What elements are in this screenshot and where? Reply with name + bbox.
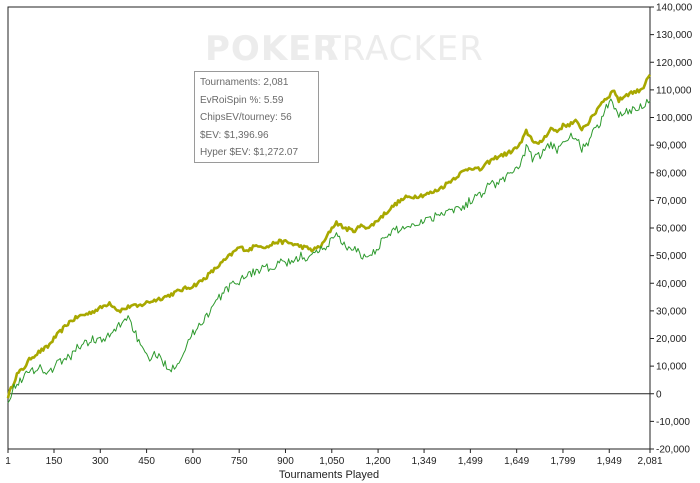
y-tick-label: 70,000: [656, 196, 687, 207]
stat-sev: $EV: $1,396.96: [200, 129, 269, 141]
x-tick-label: 1,499: [458, 456, 483, 467]
x-tick-label: 750: [231, 456, 248, 467]
series-line-ev: [6, 73, 652, 399]
x-tick-label: 1,200: [366, 456, 391, 467]
stats-tooltip: Tournaments: 2,081 EvRoiSpin %: 5.59 Chi…: [194, 71, 319, 163]
x-tick-label: 1,649: [504, 456, 529, 467]
y-tick-label: 110,000: [656, 85, 692, 96]
stat-chipsev: ChipsEV/tourney: 56: [200, 112, 292, 123]
x-tick-label: 150: [46, 456, 63, 467]
x-tick-label: 2,081: [637, 456, 662, 467]
x-tick-label: 1,349: [412, 456, 437, 467]
stat-hyper-sev: Hyper $EV: $1,272.07: [200, 147, 299, 158]
y-tick-label: -20,000: [656, 445, 690, 456]
series-line-actual: [7, 98, 651, 404]
watermark-brand-left: POKER: [205, 29, 340, 69]
y-tick-label: 0: [656, 389, 662, 400]
x-tick-label: 1: [5, 456, 11, 467]
y-tick-label: 40,000: [656, 279, 687, 290]
watermark-brand-right: TRACKER: [319, 29, 484, 69]
y-tick-label: 100,000: [656, 113, 693, 124]
y-tick-label: 60,000: [656, 224, 687, 235]
y-tick-label: 130,000: [656, 30, 693, 41]
stat-tournaments: Tournaments: 2,081: [200, 77, 289, 88]
y-tick-label: -10,000: [656, 417, 690, 428]
x-tick-label: 1,949: [597, 456, 622, 467]
x-tick-label: 1,799: [550, 456, 575, 467]
y-tick-label: 80,000: [656, 168, 687, 179]
x-tick-label: 1,050: [319, 456, 344, 467]
x-tick-label: 600: [185, 456, 202, 467]
stat-evroispin: EvRoiSpin %: 5.59: [200, 94, 284, 106]
y-tick-label: 20,000: [656, 334, 687, 345]
x-tick-label: 300: [92, 456, 109, 467]
y-tick-label: 30,000: [656, 306, 687, 317]
y-tick-label: 90,000: [656, 141, 687, 152]
y-tick-label: 140,000: [656, 3, 693, 14]
x-tick-label: 900: [277, 456, 294, 467]
y-tick-label: 120,000: [656, 58, 693, 69]
plot-frame: [7, 6, 651, 450]
y-tick-label: 10,000: [656, 362, 687, 373]
x-tick-label: 450: [138, 456, 155, 467]
x-axis-title: Tournaments Played: [279, 469, 379, 481]
y-tick-label: 50,000: [656, 251, 687, 262]
